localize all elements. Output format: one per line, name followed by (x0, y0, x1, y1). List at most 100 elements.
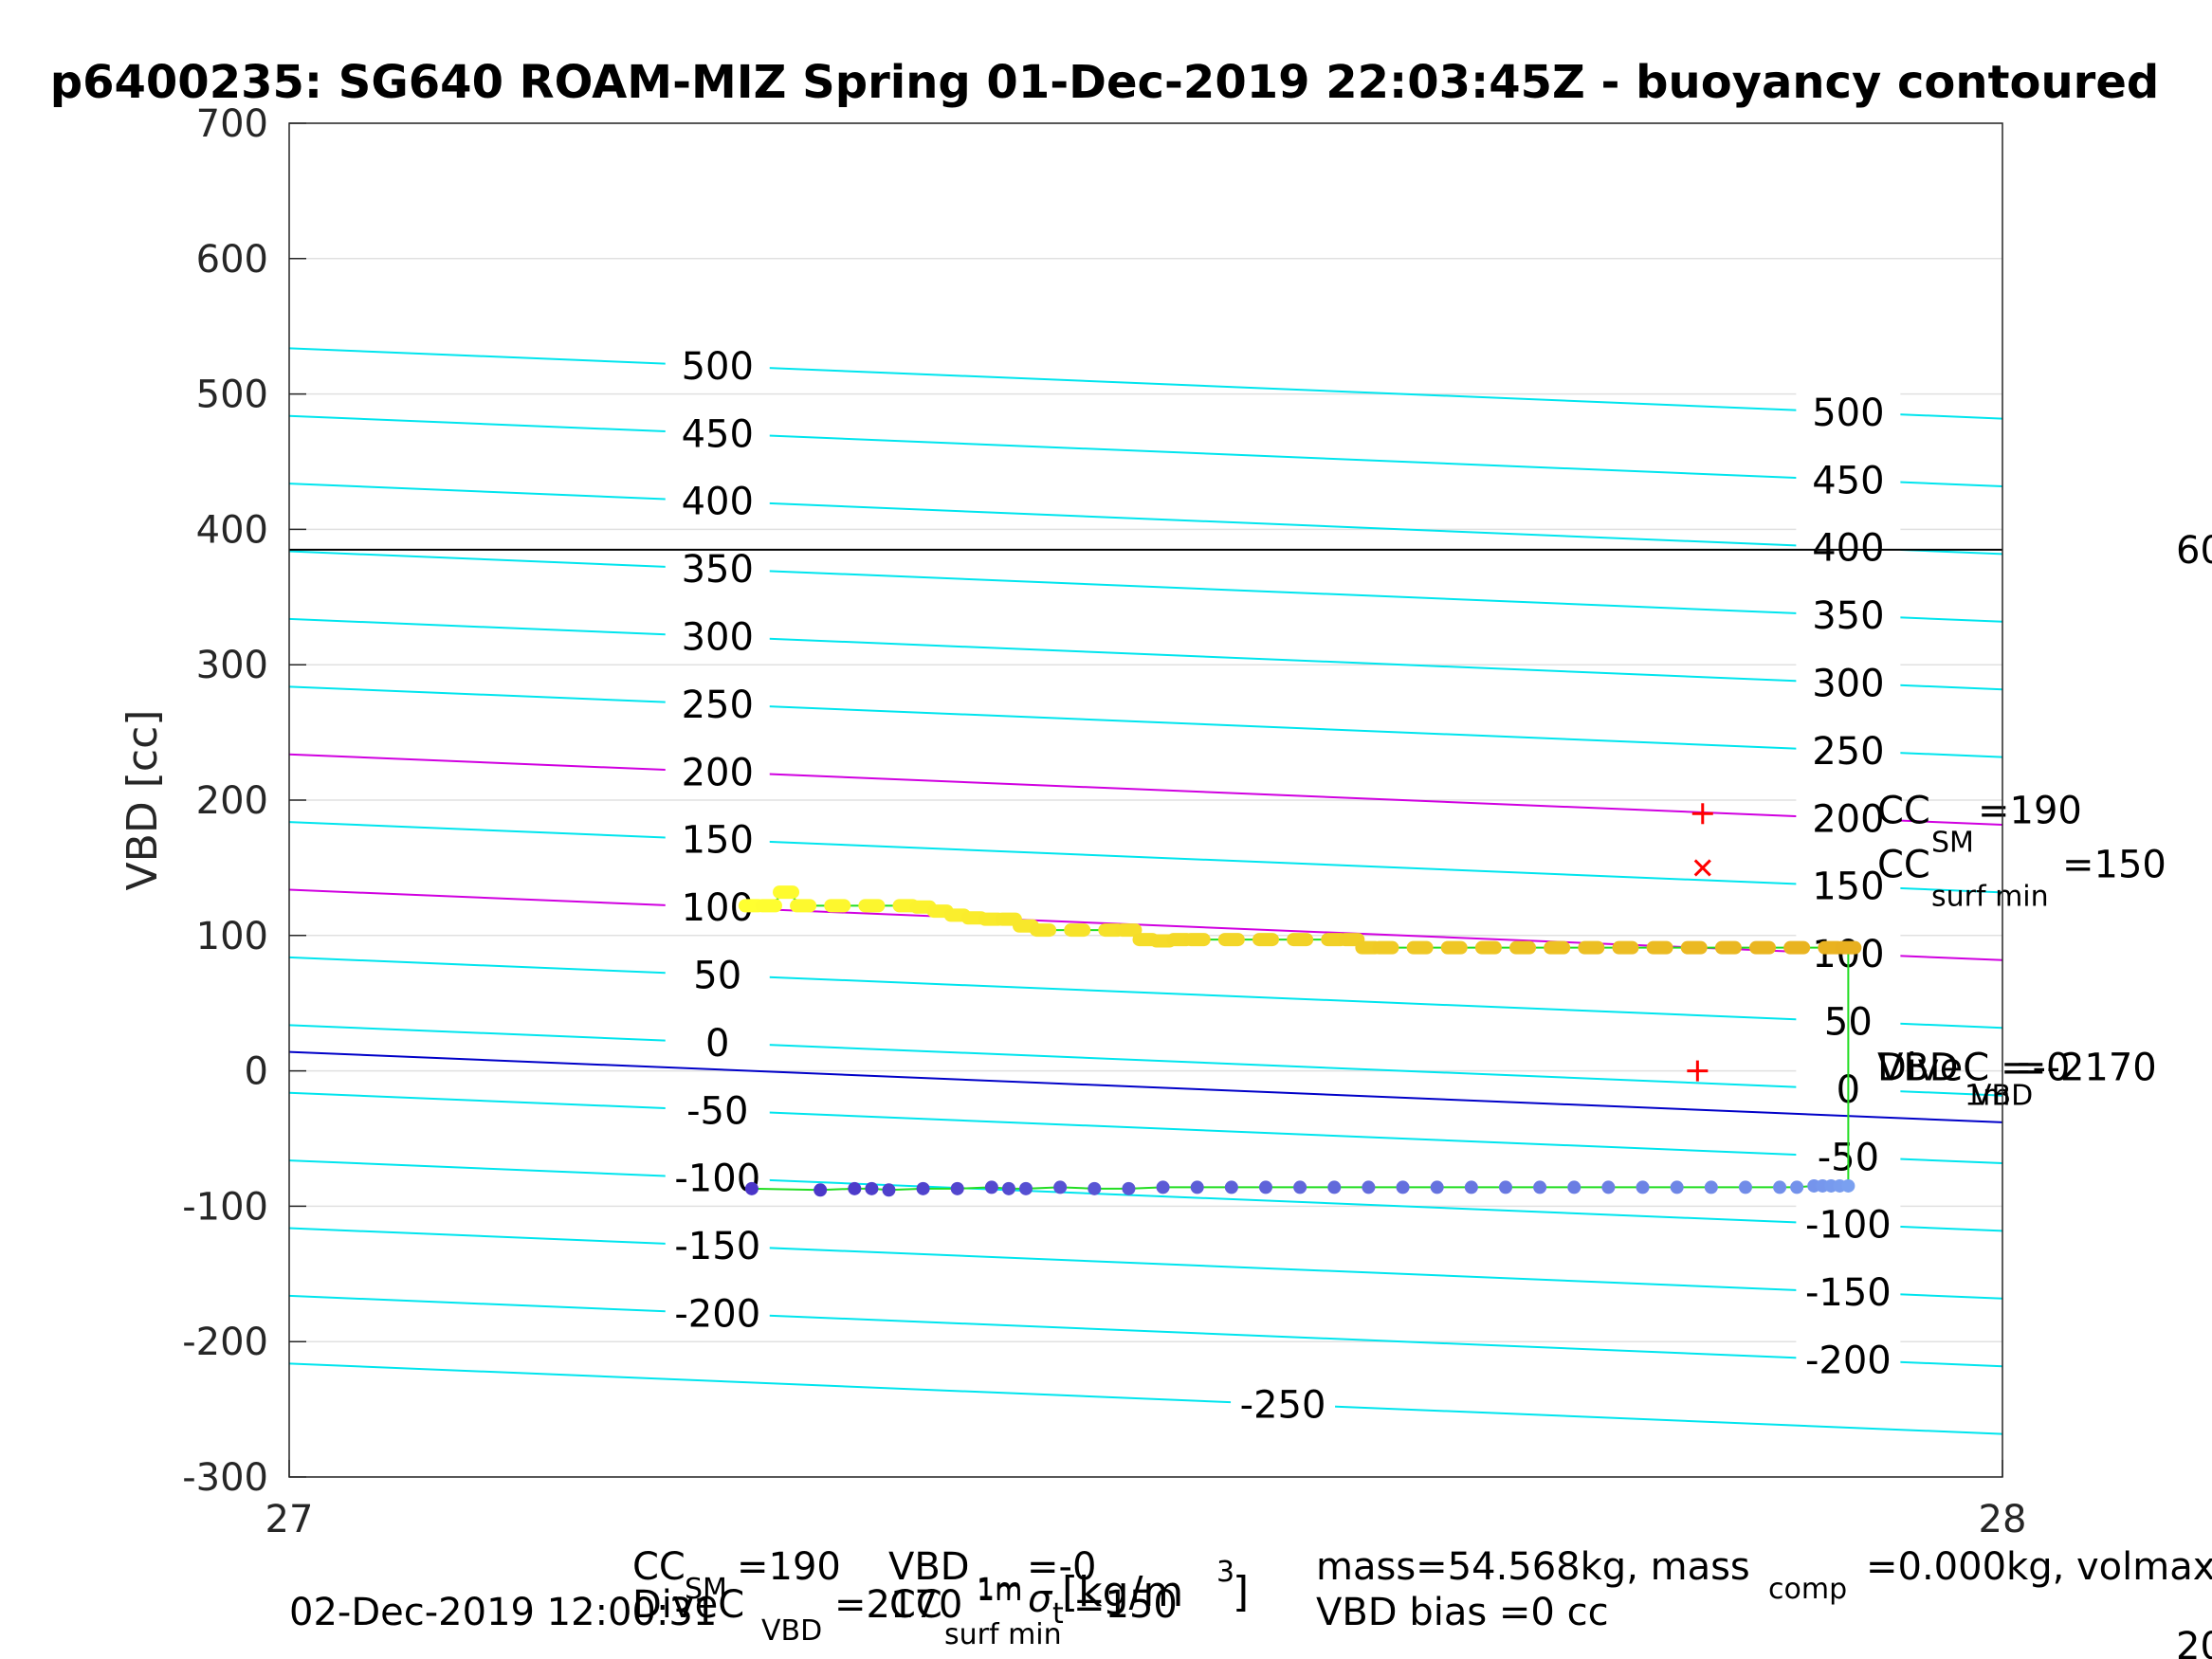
dive-point (1122, 1181, 1136, 1195)
dive-point (1327, 1180, 1342, 1194)
climb-point (1064, 923, 1091, 938)
dive-point (865, 1181, 879, 1195)
footer-corner: 20 (2176, 1625, 2212, 1659)
climb-point (1646, 940, 1673, 955)
y-tick-label: 0 (245, 1050, 268, 1094)
footer-cc-surf-sub: surf min (944, 1618, 1062, 1651)
contour-label-bg (665, 548, 770, 591)
y-tick-label: 400 (196, 508, 268, 552)
chart-title: p6400235: SG640 ROAM-MIZ Spring 01-Dec-2… (50, 56, 2160, 109)
dive-point (1396, 1180, 1410, 1194)
contour-label-bg (1796, 526, 1901, 569)
dive-point (1362, 1180, 1376, 1194)
dive-point (916, 1181, 930, 1195)
contour-label: 300 (682, 615, 754, 659)
y-tick-label: -200 (182, 1321, 268, 1364)
x-axis-label-sup: 3 (1216, 1556, 1234, 1589)
contour-line (289, 1362, 2002, 1435)
contour-line (289, 483, 2002, 556)
climb-point (1115, 923, 1143, 938)
dive-point (1773, 1180, 1787, 1194)
marker-label-sub: SM (1931, 826, 1974, 859)
dive-point (1088, 1181, 1102, 1195)
dive-point (1156, 1180, 1170, 1194)
contour-label-bg (1796, 594, 1901, 637)
marker-x-b (1693, 859, 1711, 877)
contour-line (289, 1159, 2002, 1232)
contour-label: 400 (682, 481, 754, 524)
contour-label: 500 (682, 345, 754, 389)
contour-label-bg (1796, 391, 1901, 433)
climb-point (1287, 933, 1314, 947)
dive-point (950, 1181, 964, 1195)
marker-label-value: =190 (1978, 789, 2082, 832)
climb-point (1749, 940, 1777, 955)
marker-overlay-main: VBD (1877, 1047, 1959, 1090)
footer-cc-surf-main: CC (889, 1583, 942, 1627)
y-tick-label: -300 (182, 1456, 268, 1500)
dive-point (1790, 1180, 1804, 1194)
x-tick-label: 28 (1979, 1498, 2027, 1541)
footer-mass-a: mass=54.568kg, mass (1316, 1545, 1750, 1589)
contour-line (289, 821, 2002, 894)
contour-label-bg (665, 1292, 770, 1335)
x-axis-label-close: ] (1233, 1568, 1249, 1616)
contour-label: 150 (1812, 866, 1884, 909)
dive-point (1464, 1180, 1478, 1194)
contour-label: 50 (693, 954, 741, 997)
footer-timestamp: 02-Dec-2019 12:00:31 (289, 1591, 717, 1634)
contour-label: -50 (686, 1089, 748, 1133)
neutral-buoyancy-line (288, 1050, 2003, 1123)
y-axis-label: VBD [cc] (119, 710, 167, 891)
x-axis-label-sub: t (1052, 1597, 1064, 1631)
marker-label-main: CC (1877, 789, 1930, 832)
contour-label-bg (665, 344, 770, 387)
contour-line (289, 347, 2002, 420)
y-tick-label: 700 (196, 102, 268, 146)
climb-point (1680, 940, 1708, 955)
footer-mass-sub: comp (1768, 1573, 1847, 1606)
footer-cc-sm-value: =190 (737, 1545, 841, 1589)
contour-label: 500 (1812, 392, 1884, 435)
contour-label: 0 (705, 1022, 729, 1066)
dive-point (882, 1183, 896, 1197)
marker-label-main: CC (1877, 843, 1930, 886)
x-tick-label: 27 (265, 1498, 314, 1541)
contour-label: 400 (1812, 527, 1884, 571)
climb-point (1030, 923, 1057, 938)
dive-point (1738, 1180, 1752, 1194)
dive-point (1430, 1180, 1444, 1194)
contour-label: -200 (674, 1292, 760, 1336)
footer-cc-sm-sub: SM (685, 1573, 727, 1606)
contour-label: 350 (682, 548, 754, 592)
contour-label-bg (1796, 662, 1901, 704)
contour-label-bg (665, 751, 770, 793)
climb-point (1783, 940, 1811, 955)
marker-label-main: DiveC (1877, 1047, 1989, 1090)
climb-point (1509, 940, 1537, 955)
footer-cc-sm-main: CC (632, 1545, 686, 1589)
contour-label: -100 (674, 1158, 760, 1201)
dive-point (1498, 1180, 1512, 1194)
contour-label-bg (1796, 865, 1901, 907)
climb-point (858, 899, 886, 913)
contour-label-bg (1796, 729, 1901, 772)
contour-label-bg (1796, 1203, 1901, 1246)
dive-point (1567, 1180, 1581, 1194)
dive-point (1533, 1180, 1547, 1194)
max-vbd-label: 60 (2176, 529, 2212, 573)
contour-label: -150 (1805, 1271, 1892, 1315)
climb-point (1714, 940, 1742, 955)
contour-line (289, 685, 2002, 758)
contour-label-bg (665, 480, 770, 522)
y-tick-label: 500 (196, 374, 268, 417)
contour-label: 150 (682, 819, 754, 863)
dive-point (1704, 1180, 1718, 1194)
climb-point (1835, 940, 1862, 955)
y-tick-label: 300 (196, 644, 268, 687)
contour-line (289, 550, 2002, 623)
contour-label-bg (665, 1021, 770, 1064)
footer-mass-b: =0.000kg, volmax (1866, 1545, 2212, 1589)
